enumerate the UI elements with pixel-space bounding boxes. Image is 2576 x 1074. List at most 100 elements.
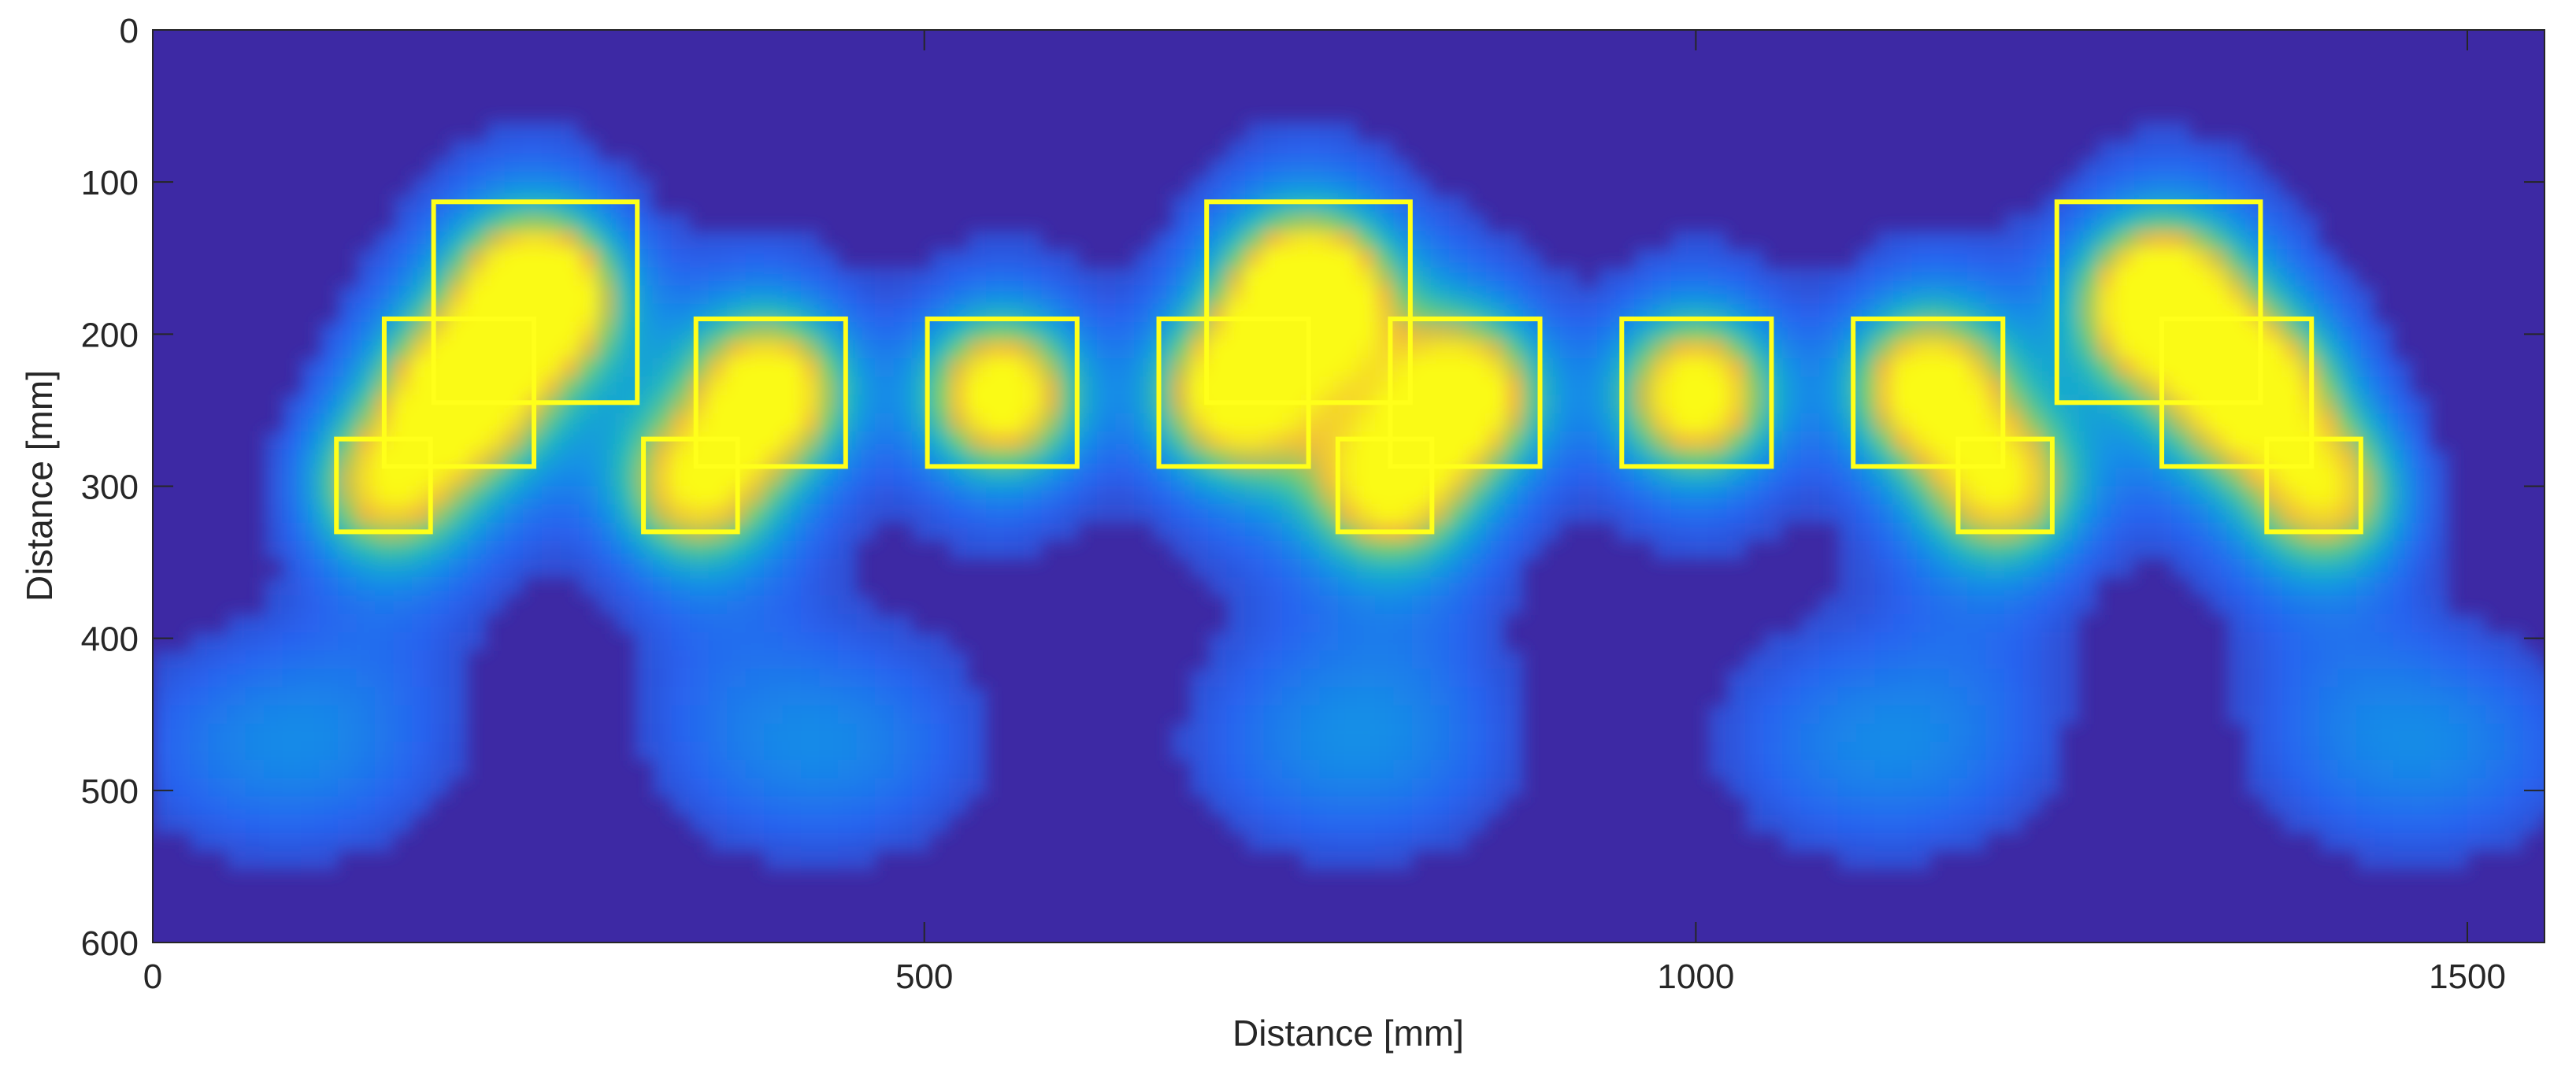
heat-cell [1763,760,1784,780]
heat-cell [1208,522,1228,543]
heat-cell [1208,541,1228,561]
heat-cell [838,796,858,816]
heat-cell [2189,431,2209,451]
heat-cell [1485,541,1506,561]
heat-cell [1689,486,1709,506]
heat-cell [1467,760,1487,780]
heat-cell [2337,577,2357,597]
heat-cell [2504,760,2524,780]
heat-cell [1115,468,1136,487]
heat-cell [2318,486,2339,506]
heat-cell [1615,468,1635,487]
heat-cell [1226,285,1247,305]
heat-cell [2041,577,2061,597]
heat-cell [1800,631,1821,652]
heat-cell [2356,778,2376,798]
heat-cell [2170,285,2191,305]
heat-cell [375,285,395,305]
heat-cell [2115,559,2135,579]
heat-cell [560,468,580,487]
heat-cell [1300,559,1321,579]
heat-cell [2467,631,2487,652]
heat-cell [467,212,487,231]
heat-cell [2411,431,2431,451]
heat-cell [986,340,1006,360]
heat-cell [2096,176,2117,195]
heat-cell [356,814,376,834]
heat-cell [1004,267,1025,287]
heat-cell [1985,778,2006,798]
detection-box [1388,317,1543,469]
heat-cell [1948,413,1969,432]
heat-cell [1300,778,1321,798]
heat-cell [1337,778,1358,798]
heat-cell [245,796,265,816]
heat-cell [393,778,413,798]
heat-cell [2337,723,2357,743]
heat-cell [319,577,339,597]
heat-cell [301,504,321,524]
heat-cell [338,595,358,615]
heat-cell [1689,522,1709,543]
heat-cell [190,760,209,780]
heat-cell [1800,321,1821,342]
heat-cell [2263,760,2283,780]
heat-cell [1745,285,1765,305]
heat-cell [819,559,839,579]
heat-cell [2115,450,2135,469]
heat-cell [2078,303,2098,323]
heat-cell [2133,340,2154,360]
heat-cell [1300,613,1321,633]
heat-cell [1374,267,1395,287]
heat-cell [2374,450,2394,469]
heat-cell [2133,431,2154,451]
heat-cell [1282,285,1302,305]
heat-cell [1226,267,1247,287]
heat-cell [541,231,562,250]
heat-cell [2356,613,2376,633]
heat-cell [2393,742,2413,761]
heat-cell [2133,176,2154,195]
heat-cell [486,577,506,597]
heat-cell [1893,394,1913,414]
heat-cell [171,705,191,724]
heat-cell [689,413,710,432]
heat-cell [597,231,617,250]
heat-cell [763,249,784,268]
heat-cell [1282,613,1302,633]
x-tick-label: 0 [143,957,162,996]
heat-cell [782,650,802,670]
heat-cell [2226,541,2246,561]
heat-cell [504,176,524,195]
heat-cell [893,760,913,780]
heat-cell [671,285,691,305]
heat-cell [1504,468,1524,487]
heat-cell [1485,231,1506,250]
heat-cell [1263,231,1284,250]
heat-cell [1411,595,1432,615]
heat-cell [1541,394,1561,414]
heat-cell [1559,468,1580,487]
heat-cell [782,778,802,798]
heat-cell [726,231,747,250]
heat-cell [1485,468,1506,487]
heat-cell [1319,249,1339,268]
heat-cell [467,431,487,451]
heat-cell [1597,504,1617,524]
heat-cell [1374,157,1395,177]
heat-cell [2004,340,2024,360]
heat-cell [782,504,802,524]
heat-cell [282,595,302,615]
heat-cell [615,376,636,396]
heat-cell [1967,742,1987,761]
heat-cell [1485,742,1506,761]
heat-cell [1893,358,1913,378]
heat-cell [1337,668,1358,688]
heat-cell [1819,468,1839,487]
heat-cell [264,650,284,670]
heat-cell [449,340,469,360]
heat-cell [2337,541,2357,561]
heat-cell [856,431,876,451]
heat-cell [1041,358,1062,378]
heat-cell [2152,176,2172,195]
